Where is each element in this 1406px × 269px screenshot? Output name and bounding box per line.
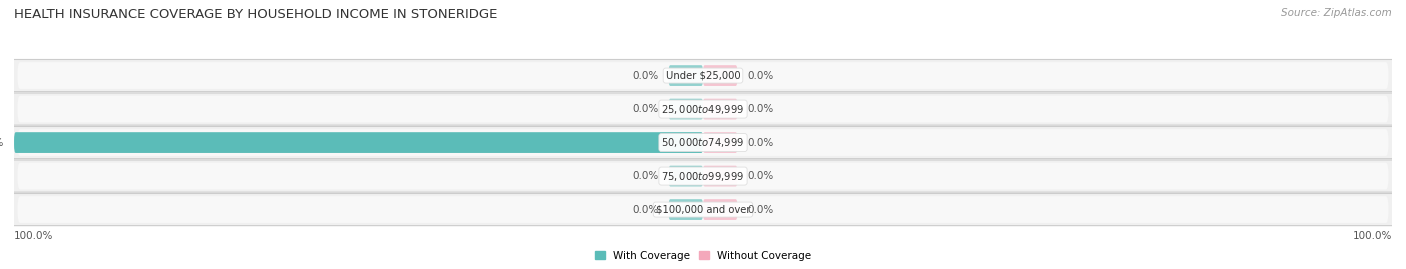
Text: 0.0%: 0.0% — [748, 204, 775, 215]
FancyBboxPatch shape — [17, 196, 1389, 223]
FancyBboxPatch shape — [14, 132, 703, 153]
FancyBboxPatch shape — [703, 132, 738, 153]
Text: Source: ZipAtlas.com: Source: ZipAtlas.com — [1281, 8, 1392, 18]
Text: 0.0%: 0.0% — [748, 171, 775, 181]
Text: 100.0%: 100.0% — [14, 231, 53, 241]
Text: 0.0%: 0.0% — [748, 137, 775, 148]
FancyBboxPatch shape — [17, 163, 1389, 189]
FancyBboxPatch shape — [669, 65, 703, 86]
Text: 0.0%: 0.0% — [631, 171, 658, 181]
Text: 100.0%: 100.0% — [1353, 231, 1392, 241]
Text: $100,000 and over: $100,000 and over — [655, 204, 751, 215]
FancyBboxPatch shape — [11, 93, 1395, 125]
FancyBboxPatch shape — [703, 199, 738, 220]
FancyBboxPatch shape — [669, 166, 703, 186]
FancyBboxPatch shape — [11, 59, 1395, 92]
FancyBboxPatch shape — [17, 96, 1389, 122]
FancyBboxPatch shape — [11, 193, 1395, 226]
Text: $25,000 to $49,999: $25,000 to $49,999 — [661, 102, 745, 116]
Text: HEALTH INSURANCE COVERAGE BY HOUSEHOLD INCOME IN STONERIDGE: HEALTH INSURANCE COVERAGE BY HOUSEHOLD I… — [14, 8, 498, 21]
Text: 100.0%: 100.0% — [0, 137, 4, 148]
FancyBboxPatch shape — [11, 160, 1395, 192]
FancyBboxPatch shape — [703, 166, 738, 186]
FancyBboxPatch shape — [17, 129, 1389, 156]
Text: $75,000 to $99,999: $75,000 to $99,999 — [661, 169, 745, 183]
Text: Under $25,000: Under $25,000 — [665, 70, 741, 81]
Legend: With Coverage, Without Coverage: With Coverage, Without Coverage — [591, 247, 815, 265]
Text: $50,000 to $74,999: $50,000 to $74,999 — [661, 136, 745, 149]
FancyBboxPatch shape — [703, 65, 738, 86]
FancyBboxPatch shape — [17, 62, 1389, 89]
FancyBboxPatch shape — [669, 199, 703, 220]
FancyBboxPatch shape — [11, 126, 1395, 159]
Text: 0.0%: 0.0% — [631, 70, 658, 81]
FancyBboxPatch shape — [703, 99, 738, 119]
FancyBboxPatch shape — [669, 99, 703, 119]
Text: 0.0%: 0.0% — [631, 104, 658, 114]
Text: 0.0%: 0.0% — [631, 204, 658, 215]
Text: 0.0%: 0.0% — [748, 104, 775, 114]
Text: 0.0%: 0.0% — [748, 70, 775, 81]
